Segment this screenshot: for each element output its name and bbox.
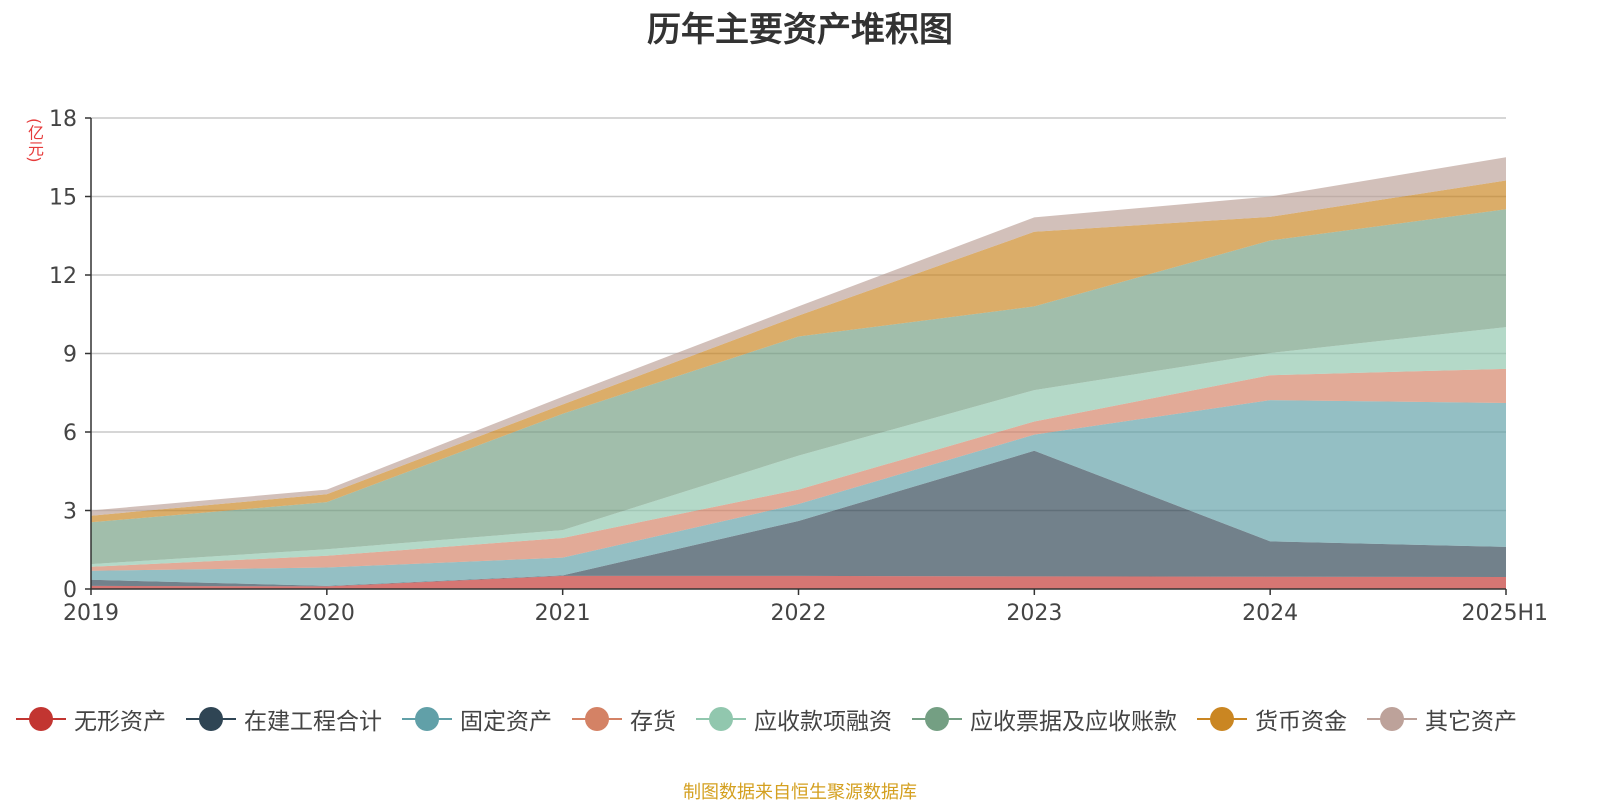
area-series-6[interactable] [91,180,1506,523]
y-tick-label: 12 [49,264,77,289]
legend-marker-icon [1197,707,1247,731]
legend-item[interactable]: 货币资金 [1197,702,1347,736]
legend-label: 无形资产 [74,709,166,735]
axes: 0 3 6 9 12 15 18 2019 2020 2021 2022 2023 2024 2025H1 [49,107,1548,626]
area-series-0[interactable] [91,575,1506,589]
legend-label: 其它资产 [1425,709,1517,735]
legend-label: 在建工程合计 [244,709,382,735]
legend-marker-icon [912,707,962,731]
chart-title: 历年主要资产堆积图 [647,10,953,50]
y-tick-label: 15 [49,186,77,211]
legend-item[interactable]: 无形资产 [16,702,166,736]
area-series-7[interactable] [91,157,1506,516]
data-source-note: 制图数据来自恒生聚源数据库 [683,782,917,803]
x-tick-label: 2023 [1006,601,1062,626]
area-series-1[interactable] [91,450,1506,587]
x-tick-label: 2020 [299,601,355,626]
y-tick-label: 18 [49,107,77,132]
area-series [91,157,1506,589]
legend-label: 货币资金 [1255,709,1347,735]
x-tick-label: 2021 [535,601,591,626]
area-series-4[interactable] [91,327,1506,567]
legend-marker-icon [186,707,236,731]
legend-marker-icon [696,707,746,731]
x-tick-label: 2025H1 [1461,601,1548,626]
legend-item[interactable]: 固定资产 [402,702,552,736]
legend-item[interactable]: 在建工程合计 [186,702,382,736]
legend-marker-icon [402,707,452,731]
x-tick-label: 2019 [63,601,119,626]
legend-label: 应收票据及应收账款 [970,709,1177,735]
y-axis-unit: (亿元) [25,118,44,163]
area-series-2[interactable] [91,400,1506,586]
legend-item[interactable]: 存货 [572,702,676,736]
legend-marker-icon [572,707,622,731]
y-tick-label: 9 [63,343,77,368]
legend-item[interactable]: 其它资产 [1367,702,1517,736]
area-series-5[interactable] [91,209,1506,565]
legend: 无形资产 在建工程合计 固定资产 存货 应收款项融资 应收票据及应收账款 货币资金 其它资产 [16,702,1596,736]
legend-marker-icon [16,707,66,731]
legend-marker-icon [1367,707,1417,731]
legend-item[interactable]: 应收票据及应收账款 [912,702,1177,736]
x-tick-label: 2024 [1242,601,1298,626]
x-tick-label: 2022 [771,601,827,626]
y-tick-label: 3 [63,500,77,525]
legend-label: 应收款项融资 [754,709,892,735]
area-series-3[interactable] [91,368,1506,571]
legend-item[interactable]: 应收款项融资 [696,702,892,736]
y-tick-label: 6 [63,421,77,446]
stacked-area-chart: 0 3 6 9 12 15 18 2019 2020 2021 2022 2023 2024 2025H1 [49,107,1548,626]
y-tick-label: 0 [63,578,77,603]
legend-label: 存货 [630,709,676,735]
legend-label: 固定资产 [460,709,552,735]
